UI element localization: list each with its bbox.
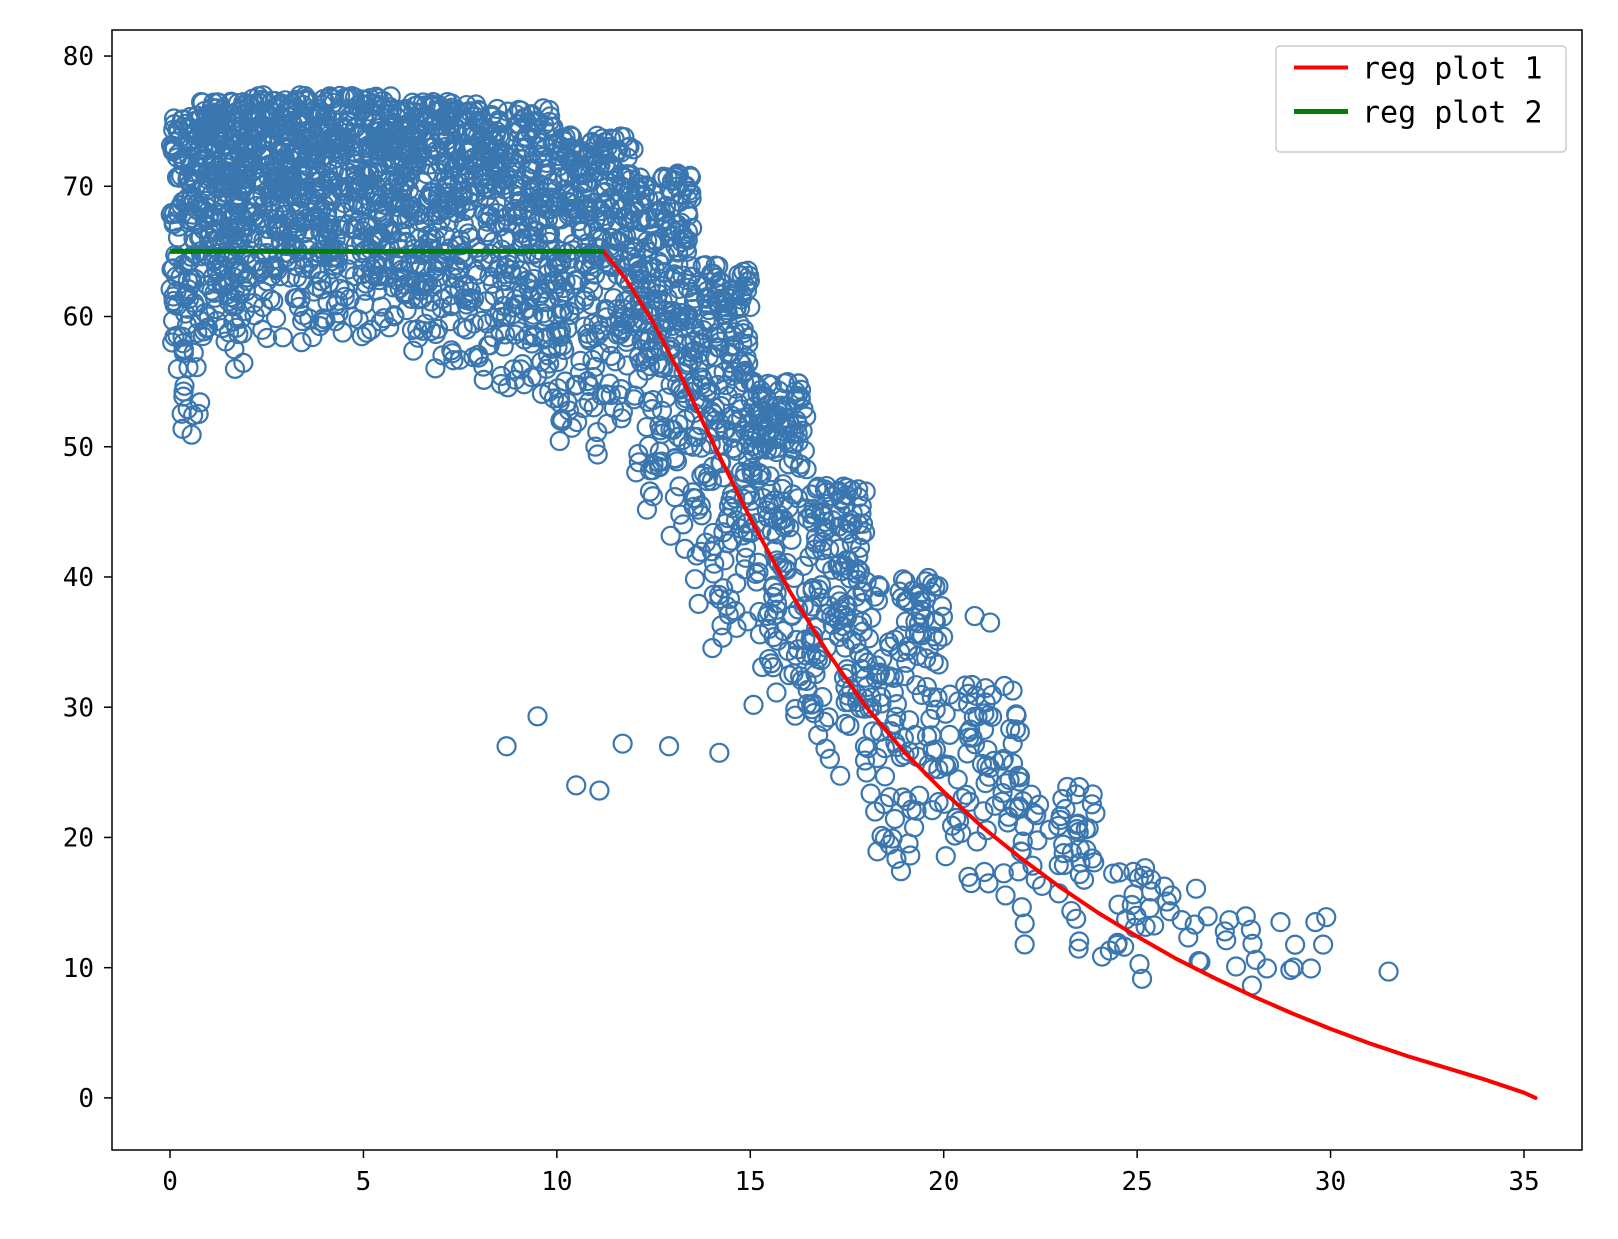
y-tick-label: 20: [63, 824, 94, 854]
x-tick-label: 15: [735, 1167, 766, 1197]
legend: reg plot 1 reg plot 2: [1276, 46, 1566, 152]
y-tick-label: 60: [63, 303, 94, 333]
y-tick-label: 50: [63, 433, 94, 463]
x-tick-label: 5: [356, 1167, 372, 1197]
y-tick-label: 40: [63, 563, 94, 593]
y-tick-label: 10: [63, 954, 94, 984]
x-tick-label: 35: [1508, 1167, 1539, 1197]
y-tick-label: 70: [63, 172, 94, 202]
y-tick-label: 80: [63, 42, 94, 72]
y-tick-label: 30: [63, 693, 94, 723]
x-tick-label: 10: [541, 1167, 572, 1197]
chart-container: 0 5 10 15 20 25 30 35 0 10 20 30 40 50 60 70 80 reg plot …: [0, 0, 1618, 1239]
legend-label: reg plot 2: [1362, 96, 1543, 131]
x-tick-label: 20: [928, 1167, 959, 1197]
x-tick-label: 25: [1121, 1167, 1152, 1197]
chart-svg: 0 5 10 15 20 25 30 35 0 10 20 30 40 50 60 70 80 reg plot …: [0, 0, 1618, 1239]
legend-label: reg plot 1: [1362, 52, 1543, 87]
x-tick-label: 0: [162, 1167, 178, 1197]
y-tick-label: 0: [78, 1084, 94, 1114]
x-tick-label: 30: [1315, 1167, 1346, 1197]
